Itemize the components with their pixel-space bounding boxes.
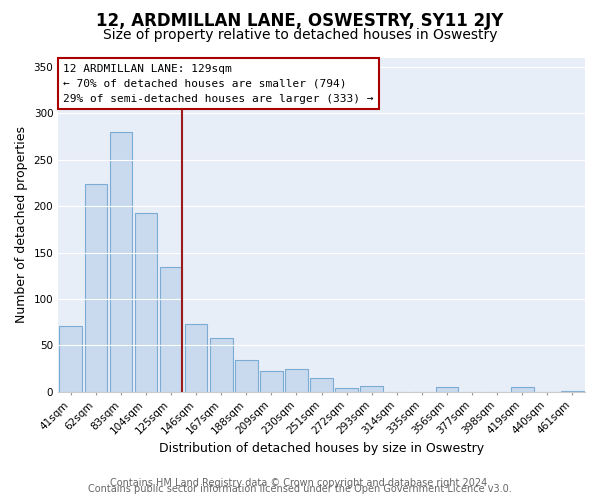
Text: Contains public sector information licensed under the Open Government Licence v3: Contains public sector information licen… (88, 484, 512, 494)
Bar (210, 338, 233, 392)
Bar (335, 388, 358, 392)
Bar (134, 212, 157, 392)
Bar (235, 360, 257, 392)
Bar (85, 184, 107, 392)
Text: 12 ARDMILLAN LANE: 129sqm
← 70% of detached houses are smaller (794)
29% of semi: 12 ARDMILLAN LANE: 129sqm ← 70% of detac… (63, 64, 374, 104)
Bar (110, 132, 132, 392)
Bar (160, 268, 182, 392)
Text: Size of property relative to detached houses in Oswestry: Size of property relative to detached ho… (103, 28, 497, 42)
Bar (511, 388, 533, 392)
Bar (561, 391, 584, 392)
Bar (59, 326, 82, 392)
Bar (185, 324, 208, 392)
Text: Contains HM Land Registry data © Crown copyright and database right 2024.: Contains HM Land Registry data © Crown c… (110, 478, 490, 488)
Bar (436, 388, 458, 392)
Bar (260, 370, 283, 392)
Bar (310, 378, 333, 392)
Bar (285, 368, 308, 392)
X-axis label: Distribution of detached houses by size in Oswestry: Distribution of detached houses by size … (159, 442, 484, 455)
Y-axis label: Number of detached properties: Number of detached properties (15, 126, 28, 323)
Bar (361, 386, 383, 392)
Text: 12, ARDMILLAN LANE, OSWESTRY, SY11 2JY: 12, ARDMILLAN LANE, OSWESTRY, SY11 2JY (97, 12, 503, 30)
